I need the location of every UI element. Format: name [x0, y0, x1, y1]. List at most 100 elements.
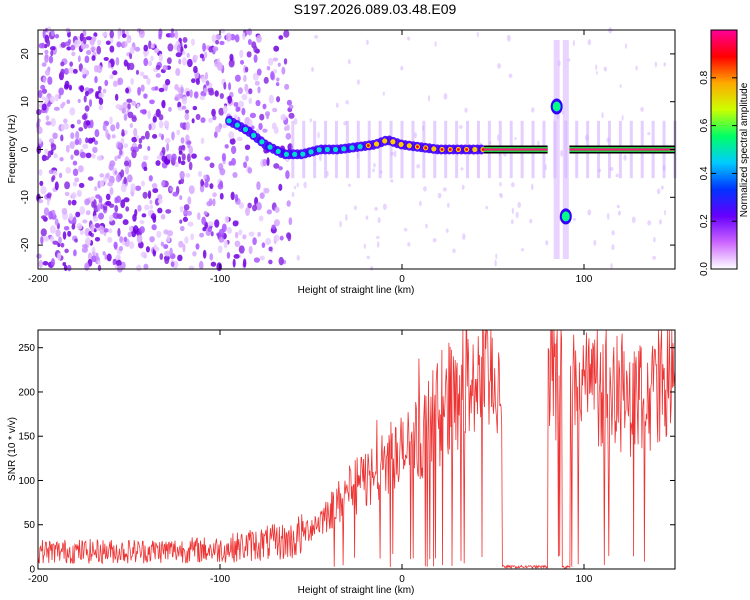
noise-speckle — [266, 157, 270, 167]
noise-speckle — [71, 51, 76, 57]
noise-speckle — [42, 76, 47, 84]
noise-speckle — [78, 165, 84, 173]
noise-speckle — [143, 44, 149, 52]
noise-speckle — [281, 66, 286, 75]
noise-speckle — [74, 238, 78, 243]
faint-speckle — [623, 154, 627, 161]
faint-speckle — [353, 205, 357, 211]
noise-speckle — [242, 258, 247, 268]
noise-speckle — [232, 172, 238, 178]
noise-speckle — [252, 72, 259, 81]
noise-speckle — [107, 133, 111, 141]
noise-speckle — [164, 137, 171, 144]
noise-speckle — [172, 191, 179, 197]
trace-core — [431, 146, 437, 152]
colorbar-tick-label: 0.2 — [699, 214, 710, 228]
noise-speckle — [149, 199, 153, 205]
faint-speckle — [664, 209, 667, 216]
noise-speckle — [147, 145, 151, 152]
noise-speckle — [38, 259, 43, 269]
noise-speckle — [200, 178, 204, 187]
faint-speckle — [511, 207, 515, 215]
noise-speckle — [134, 46, 141, 52]
noise-speckle — [247, 202, 252, 209]
noise-speckle — [147, 60, 153, 67]
noise-speckle — [73, 249, 77, 257]
noise-speckle — [76, 223, 83, 230]
noise-speckle — [65, 167, 72, 174]
faint-speckle — [309, 118, 313, 123]
colorbar — [711, 30, 737, 269]
noise-speckle — [36, 253, 42, 259]
faint-speckle — [376, 235, 380, 240]
faint-speckle — [447, 202, 450, 208]
noise-speckle — [224, 144, 229, 149]
noise-speckle — [123, 160, 130, 167]
faint-speckle — [508, 73, 513, 78]
noise-speckle — [218, 236, 225, 243]
noise-speckle — [100, 203, 104, 210]
noise-speckle — [123, 113, 128, 121]
faint-speckle — [393, 150, 397, 158]
faint-speckle — [652, 255, 657, 260]
noise-speckle — [52, 240, 59, 245]
faint-speckle — [366, 39, 369, 45]
noise-speckle — [264, 187, 270, 194]
snr-series-line — [37, 329, 676, 570]
faint-speckle — [596, 71, 599, 75]
noise-speckle — [166, 153, 173, 160]
noise-speckle — [123, 236, 128, 242]
faint-speckle — [407, 36, 411, 41]
colorbar-ticks: 0.0 0.2 0.4 0.6 0.8 — [699, 29, 738, 276]
faint-speckle — [461, 184, 465, 190]
noise-speckle — [114, 93, 119, 101]
noise-speckle — [111, 134, 116, 139]
noise-speckle — [203, 210, 208, 216]
noise-speckle — [47, 76, 53, 85]
noise-speckle — [94, 236, 101, 242]
trace-core — [234, 122, 240, 128]
faint-speckle — [425, 223, 428, 229]
noise-speckle — [125, 87, 130, 94]
noise-speckle — [109, 74, 114, 80]
snr-xlabel: Height of straight line (km) — [298, 585, 415, 596]
noise-speckle — [163, 244, 169, 250]
trace-core — [357, 144, 363, 150]
faint-speckle — [339, 220, 342, 228]
noise-speckle — [129, 46, 135, 55]
noise-speckle — [237, 106, 241, 112]
noise-speckle — [245, 207, 250, 216]
noise-speckle — [58, 172, 63, 179]
noise-speckle — [36, 108, 42, 116]
noise-speckle — [108, 163, 114, 171]
faint-speckle — [497, 63, 502, 69]
noise-speckle — [77, 55, 81, 63]
noise-speckle — [113, 241, 118, 249]
noise-speckle — [139, 219, 145, 225]
noise-speckle — [81, 244, 88, 249]
x-tick-label: -100 — [210, 574, 230, 585]
noise-speckle — [194, 55, 199, 60]
noise-speckle — [245, 155, 249, 162]
noise-speckle — [160, 214, 166, 220]
noise-speckle — [51, 176, 55, 183]
noise-speckle — [135, 69, 140, 75]
trace-peak — [366, 144, 370, 147]
noise-speckle — [155, 160, 161, 166]
noise-speckle — [158, 53, 163, 62]
noise-speckle — [54, 33, 60, 39]
noise-speckle — [198, 260, 204, 270]
noise-speckle — [68, 84, 72, 91]
noise-speckle — [171, 153, 177, 162]
colorbar-tick-label: 0.0 — [699, 262, 710, 276]
noise-speckle — [200, 137, 205, 144]
noise-speckle — [244, 144, 251, 150]
faint-speckle — [476, 31, 479, 38]
noise-speckle — [97, 39, 102, 46]
noise-speckle — [42, 29, 46, 39]
noise-speckle — [268, 94, 274, 104]
noise-speckle — [40, 185, 47, 195]
faint-speckle — [293, 185, 297, 190]
trace-core — [259, 139, 265, 145]
noise-speckle — [73, 39, 80, 48]
